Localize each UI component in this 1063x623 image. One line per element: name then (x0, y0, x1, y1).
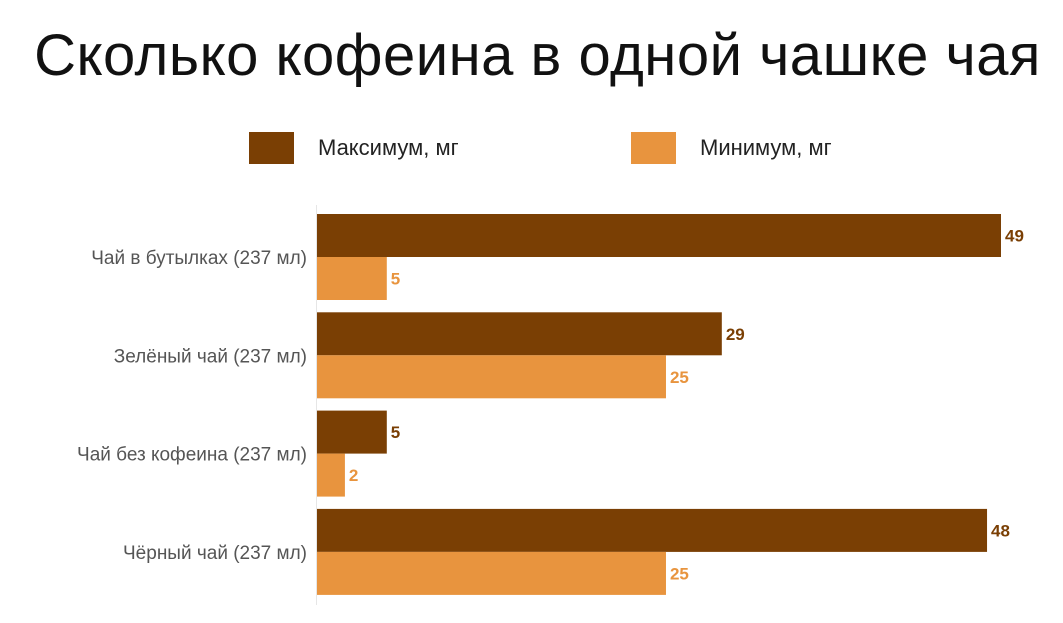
value-label-minimum: 5 (391, 270, 400, 289)
bar-minimum (317, 355, 666, 399)
bar-maximum (317, 410, 387, 454)
bar-minimum (317, 257, 387, 300)
bar-minimum (317, 453, 345, 497)
value-label-minimum: 25 (670, 368, 689, 387)
legend-label-minimum: Минимум, мг (700, 135, 832, 160)
category-label: Чёрный чай (237 мл) (123, 543, 307, 564)
legend-item-minimum: Минимум, мг (631, 132, 832, 164)
legend-swatch-minimum (631, 132, 676, 164)
legend-label-maximum: Максимум, мг (318, 135, 459, 160)
value-label-maximum: 49 (1005, 227, 1024, 246)
category-label: Чай в бутылках (237 мл) (91, 248, 307, 269)
value-label-maximum: 5 (391, 423, 400, 442)
bar-minimum (317, 551, 666, 595)
bar-maximum (317, 214, 1001, 257)
legend-swatch-maximum (249, 132, 294, 164)
bar-maximum (317, 312, 722, 356)
value-label-maximum: 48 (991, 521, 1010, 540)
bar-maximum (317, 508, 988, 552)
legend: Максимум, мг Минимум, мг (0, 132, 1063, 166)
category-label: Зелёный чай (237 мл) (114, 346, 307, 367)
value-label-minimum: 2 (349, 466, 358, 485)
legend-item-maximum: Максимум, мг (249, 132, 459, 164)
category-label: Чай без кофеина (237 мл) (77, 445, 307, 466)
value-label-minimum: 25 (670, 564, 689, 583)
value-label-maximum: 29 (726, 325, 745, 344)
chart-title: Сколько кофеина в одной чашке чая (34, 23, 1041, 88)
